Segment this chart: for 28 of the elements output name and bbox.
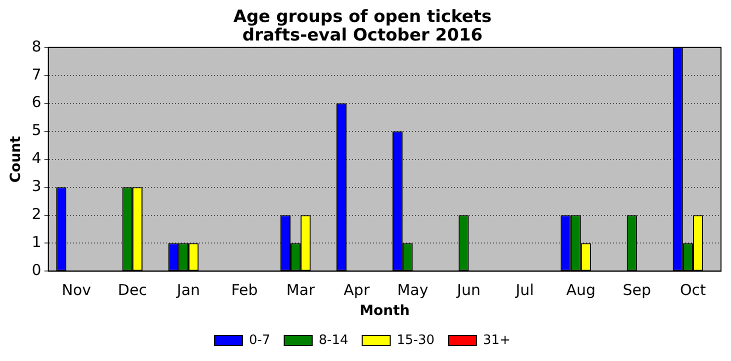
y-tick-label: 6 bbox=[32, 93, 42, 112]
y-tick-label: 7 bbox=[32, 65, 42, 84]
x-tick-label: Feb bbox=[231, 281, 258, 300]
x-tick-label: May bbox=[397, 281, 428, 300]
x-tick-label: Dec bbox=[118, 281, 147, 300]
y-tick-label: 8 bbox=[32, 37, 42, 56]
y-tick-label: 0 bbox=[32, 261, 42, 280]
y-tick-label: 2 bbox=[32, 205, 42, 224]
y-axis-title: Count bbox=[8, 136, 24, 183]
y-tick-label: 1 bbox=[32, 233, 42, 252]
legend-label: 31+ bbox=[483, 332, 510, 348]
x-tick-label: Nov bbox=[62, 281, 92, 300]
x-tick-label: Oct bbox=[680, 281, 706, 300]
x-tick-label: Jul bbox=[514, 281, 534, 300]
x-tick-label: Apr bbox=[344, 281, 370, 300]
y-tick-label: 3 bbox=[32, 177, 42, 196]
x-tick-label: Jun bbox=[456, 281, 480, 300]
legend-label: 15-30 bbox=[396, 332, 435, 348]
y-tick-label: 5 bbox=[32, 121, 42, 140]
y-tick-label: 4 bbox=[32, 149, 42, 168]
legend-label: 8-14 bbox=[318, 332, 348, 348]
x-tick-label: Mar bbox=[286, 281, 316, 300]
x-tick-label: Aug bbox=[566, 281, 596, 300]
legend-label: 0-7 bbox=[249, 332, 270, 348]
x-axis-title: Month bbox=[360, 303, 410, 320]
x-tick-label: Sep bbox=[622, 281, 652, 300]
x-tick-label: Jan bbox=[176, 281, 200, 300]
chart-title: Age groups of open tickets drafts-eval October 2016 bbox=[233, 6, 492, 46]
